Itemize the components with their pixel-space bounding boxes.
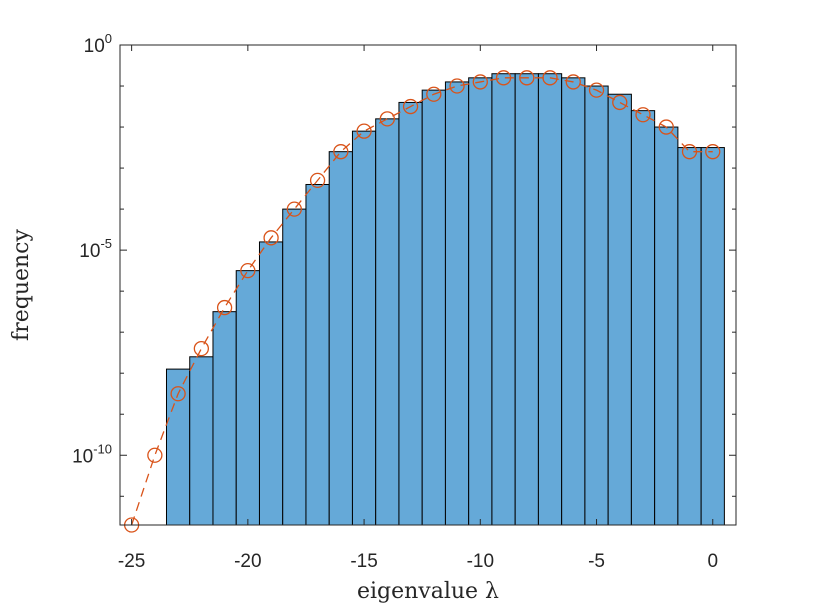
x-axis-ticks: -25 -20 -15 -10 -5 0	[118, 45, 718, 572]
histogram-bar	[235, 270, 260, 526]
histogram-bar	[584, 85, 609, 526]
fit-line-marker	[402, 98, 419, 115]
fit-line-marker	[240, 262, 256, 279]
fit-line-series	[123, 70, 721, 533]
histogram-bar	[677, 147, 702, 526]
fit-line-marker	[286, 201, 302, 217]
fit-line-marker	[170, 386, 186, 402]
x-tick-label: -5	[588, 551, 605, 572]
fit-line-marker	[449, 78, 465, 94]
y-tick-label: 10-10	[72, 441, 112, 467]
histogram-bar	[654, 126, 679, 526]
histogram-bar	[444, 81, 470, 526]
histogram-bar	[212, 311, 237, 526]
y-tick-label: 10-5	[79, 236, 112, 262]
histogram-bar	[189, 356, 214, 526]
fit-line-marker	[565, 74, 581, 90]
fit-line-marker	[216, 299, 233, 316]
fit-line-marker	[356, 123, 372, 139]
fit-line-marker	[193, 340, 210, 357]
fit-line-marker	[681, 144, 698, 160]
histogram-bar	[328, 151, 353, 526]
fit-line-marker	[263, 230, 279, 246]
fit-line-marker	[542, 70, 558, 86]
y-axis-label: frequency	[9, 228, 34, 340]
fit-line-marker	[495, 70, 512, 86]
fit-line-marker	[658, 119, 674, 135]
x-tick-label: -10	[467, 551, 494, 572]
histogram-bar	[514, 73, 539, 526]
histogram-bar	[607, 93, 632, 526]
histogram-bar	[537, 73, 563, 526]
fit-line-marker	[147, 447, 163, 463]
x-axis-label: eigenvalue λ	[357, 579, 499, 604]
histogram-bar	[700, 147, 725, 526]
fit-line-marker	[333, 144, 349, 160]
histogram-bar	[491, 73, 516, 526]
fit-line-marker	[379, 111, 395, 127]
x-tick-label: -20	[234, 551, 261, 572]
fit-line-marker	[426, 86, 442, 102]
histogram-bars	[165, 73, 725, 526]
x-tick-label: -25	[118, 551, 145, 572]
fit-line-marker	[472, 74, 488, 90]
histogram-bar	[468, 77, 493, 526]
fit-line-marker	[612, 94, 628, 111]
axes-box	[119, 44, 737, 526]
y-axis-ticks: 100 10-5 10-10	[72, 31, 736, 497]
x-tick-label: -15	[350, 551, 377, 572]
fit-line-marker	[588, 82, 605, 98]
histogram-bar	[630, 110, 656, 526]
fit-line-marker	[635, 107, 651, 123]
histogram-bar	[351, 130, 377, 526]
histogram-bar	[398, 101, 423, 526]
histogram-bar	[282, 208, 307, 526]
histogram-bar	[305, 183, 330, 526]
histogram-bar	[375, 118, 400, 526]
x-tick-label: 0	[707, 551, 718, 572]
fit-line-marker	[705, 144, 721, 160]
y-tick-label: 100	[84, 31, 112, 57]
histogram-bar	[258, 241, 284, 526]
histogram-bar	[421, 89, 446, 526]
fit-line-marker	[309, 172, 326, 189]
histogram-bar	[561, 77, 586, 526]
fit-line-marker	[519, 70, 535, 86]
